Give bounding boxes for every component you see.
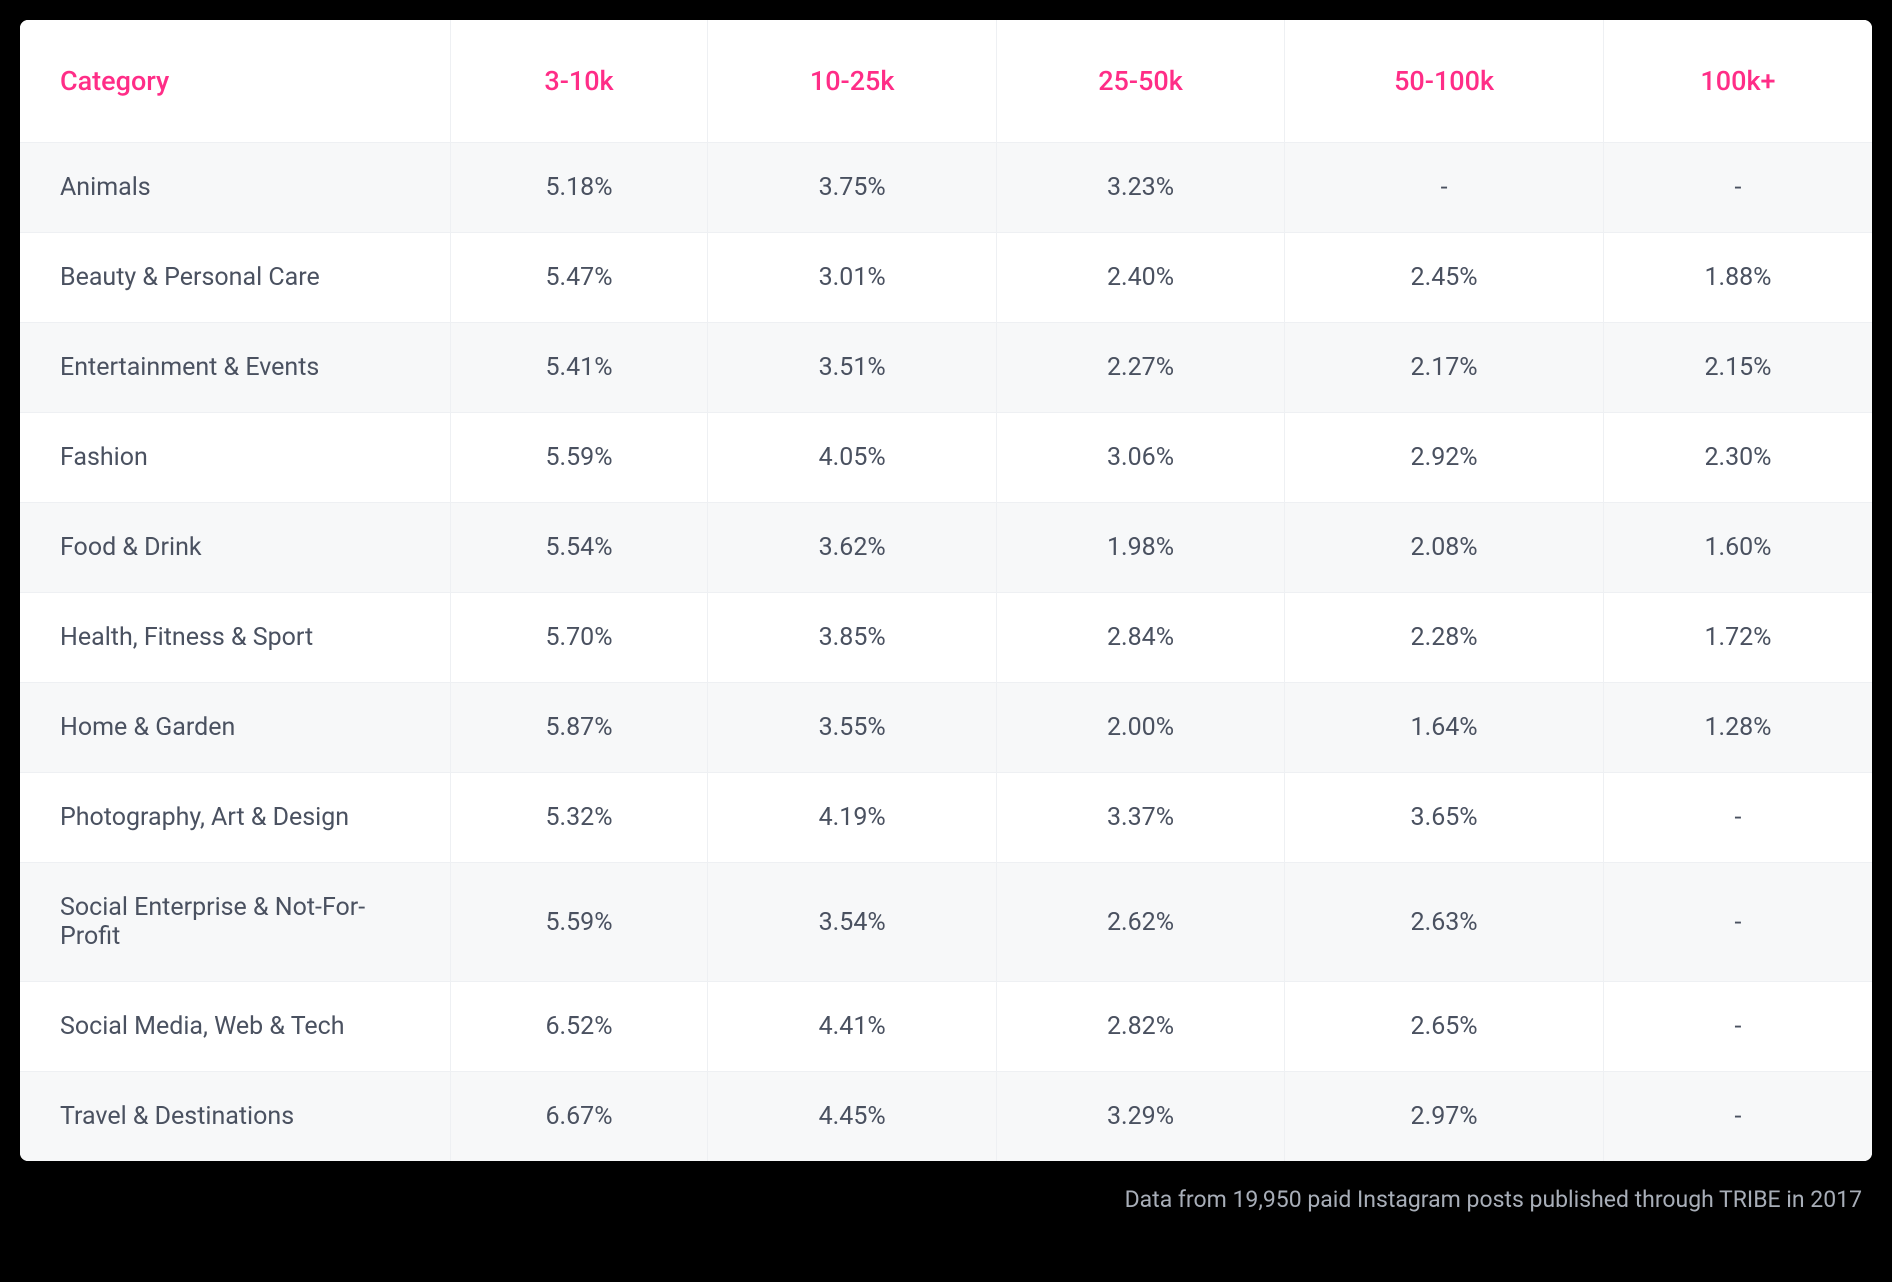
value-cell: 6.67%	[450, 1072, 708, 1162]
value-cell: 2.15%	[1603, 323, 1872, 413]
value-cell: 2.00%	[996, 683, 1284, 773]
value-cell: 3.23%	[996, 143, 1284, 233]
value-cell: 1.88%	[1603, 233, 1872, 323]
category-cell: Social Enterprise & Not-For-Profit	[20, 863, 450, 982]
table-row: Beauty & Personal Care5.47%3.01%2.40%2.4…	[20, 233, 1872, 323]
value-cell: 5.59%	[450, 863, 708, 982]
value-cell: 5.54%	[450, 503, 708, 593]
header-100k-plus: 100k+	[1603, 20, 1872, 143]
category-cell: Social Media, Web & Tech	[20, 982, 450, 1072]
engagement-table-container: Category 3-10k 10-25k 25-50k 50-100k 100…	[20, 20, 1872, 1161]
value-cell: 2.97%	[1285, 1072, 1604, 1162]
value-cell: 3.51%	[708, 323, 996, 413]
value-cell: 2.65%	[1285, 982, 1604, 1072]
value-cell: 5.59%	[450, 413, 708, 503]
value-cell: -	[1603, 982, 1872, 1072]
category-cell: Photography, Art & Design	[20, 773, 450, 863]
value-cell: 2.27%	[996, 323, 1284, 413]
category-cell: Food & Drink	[20, 503, 450, 593]
value-cell: 5.47%	[450, 233, 708, 323]
value-cell: 1.28%	[1603, 683, 1872, 773]
value-cell: -	[1603, 773, 1872, 863]
header-50-100k: 50-100k	[1285, 20, 1604, 143]
value-cell: 3.01%	[708, 233, 996, 323]
value-cell: 2.17%	[1285, 323, 1604, 413]
value-cell: 4.05%	[708, 413, 996, 503]
value-cell: 2.63%	[1285, 863, 1604, 982]
header-25-50k: 25-50k	[996, 20, 1284, 143]
value-cell: 2.84%	[996, 593, 1284, 683]
value-cell: 3.85%	[708, 593, 996, 683]
value-cell: 3.62%	[708, 503, 996, 593]
value-cell: -	[1285, 143, 1604, 233]
value-cell: 5.70%	[450, 593, 708, 683]
value-cell: 3.29%	[996, 1072, 1284, 1162]
value-cell: 2.40%	[996, 233, 1284, 323]
category-cell: Travel & Destinations	[20, 1072, 450, 1162]
value-cell: 5.32%	[450, 773, 708, 863]
value-cell: -	[1603, 1072, 1872, 1162]
table-row: Animals5.18%3.75%3.23%--	[20, 143, 1872, 233]
value-cell: 3.54%	[708, 863, 996, 982]
table-row: Entertainment & Events5.41%3.51%2.27%2.1…	[20, 323, 1872, 413]
value-cell: 1.98%	[996, 503, 1284, 593]
table-row: Food & Drink5.54%3.62%1.98%2.08%1.60%	[20, 503, 1872, 593]
data-source-note: Data from 19,950 paid Instagram posts pu…	[20, 1161, 1872, 1218]
value-cell: 5.18%	[450, 143, 708, 233]
engagement-table: Category 3-10k 10-25k 25-50k 50-100k 100…	[20, 20, 1872, 1161]
value-cell: 4.41%	[708, 982, 996, 1072]
value-cell: 2.08%	[1285, 503, 1604, 593]
value-cell: 1.60%	[1603, 503, 1872, 593]
value-cell: -	[1603, 143, 1872, 233]
header-10-25k: 10-25k	[708, 20, 996, 143]
table-row: Fashion5.59%4.05%3.06%2.92%2.30%	[20, 413, 1872, 503]
value-cell: 4.45%	[708, 1072, 996, 1162]
value-cell: 1.72%	[1603, 593, 1872, 683]
value-cell: 3.55%	[708, 683, 996, 773]
value-cell: 2.30%	[1603, 413, 1872, 503]
value-cell: 1.64%	[1285, 683, 1604, 773]
value-cell: 2.62%	[996, 863, 1284, 982]
value-cell: -	[1603, 863, 1872, 982]
value-cell: 2.92%	[1285, 413, 1604, 503]
table-row: Travel & Destinations6.67%4.45%3.29%2.97…	[20, 1072, 1872, 1162]
table-row: Social Media, Web & Tech6.52%4.41%2.82%2…	[20, 982, 1872, 1072]
table-row: Social Enterprise & Not-For-Profit5.59%3…	[20, 863, 1872, 982]
category-cell: Animals	[20, 143, 450, 233]
value-cell: 3.75%	[708, 143, 996, 233]
value-cell: 2.45%	[1285, 233, 1604, 323]
category-cell: Fashion	[20, 413, 450, 503]
table-header-row: Category 3-10k 10-25k 25-50k 50-100k 100…	[20, 20, 1872, 143]
value-cell: 5.41%	[450, 323, 708, 413]
value-cell: 3.37%	[996, 773, 1284, 863]
category-cell: Beauty & Personal Care	[20, 233, 450, 323]
category-cell: Entertainment & Events	[20, 323, 450, 413]
value-cell: 4.19%	[708, 773, 996, 863]
value-cell: 2.28%	[1285, 593, 1604, 683]
table-body: Animals5.18%3.75%3.23%--Beauty & Persona…	[20, 143, 1872, 1162]
value-cell: 2.82%	[996, 982, 1284, 1072]
value-cell: 5.87%	[450, 683, 708, 773]
table-row: Photography, Art & Design5.32%4.19%3.37%…	[20, 773, 1872, 863]
value-cell: 3.06%	[996, 413, 1284, 503]
header-category: Category	[20, 20, 450, 143]
value-cell: 6.52%	[450, 982, 708, 1072]
value-cell: 3.65%	[1285, 773, 1604, 863]
category-cell: Health, Fitness & Sport	[20, 593, 450, 683]
category-cell: Home & Garden	[20, 683, 450, 773]
table-row: Home & Garden5.87%3.55%2.00%1.64%1.28%	[20, 683, 1872, 773]
header-3-10k: 3-10k	[450, 20, 708, 143]
table-row: Health, Fitness & Sport5.70%3.85%2.84%2.…	[20, 593, 1872, 683]
